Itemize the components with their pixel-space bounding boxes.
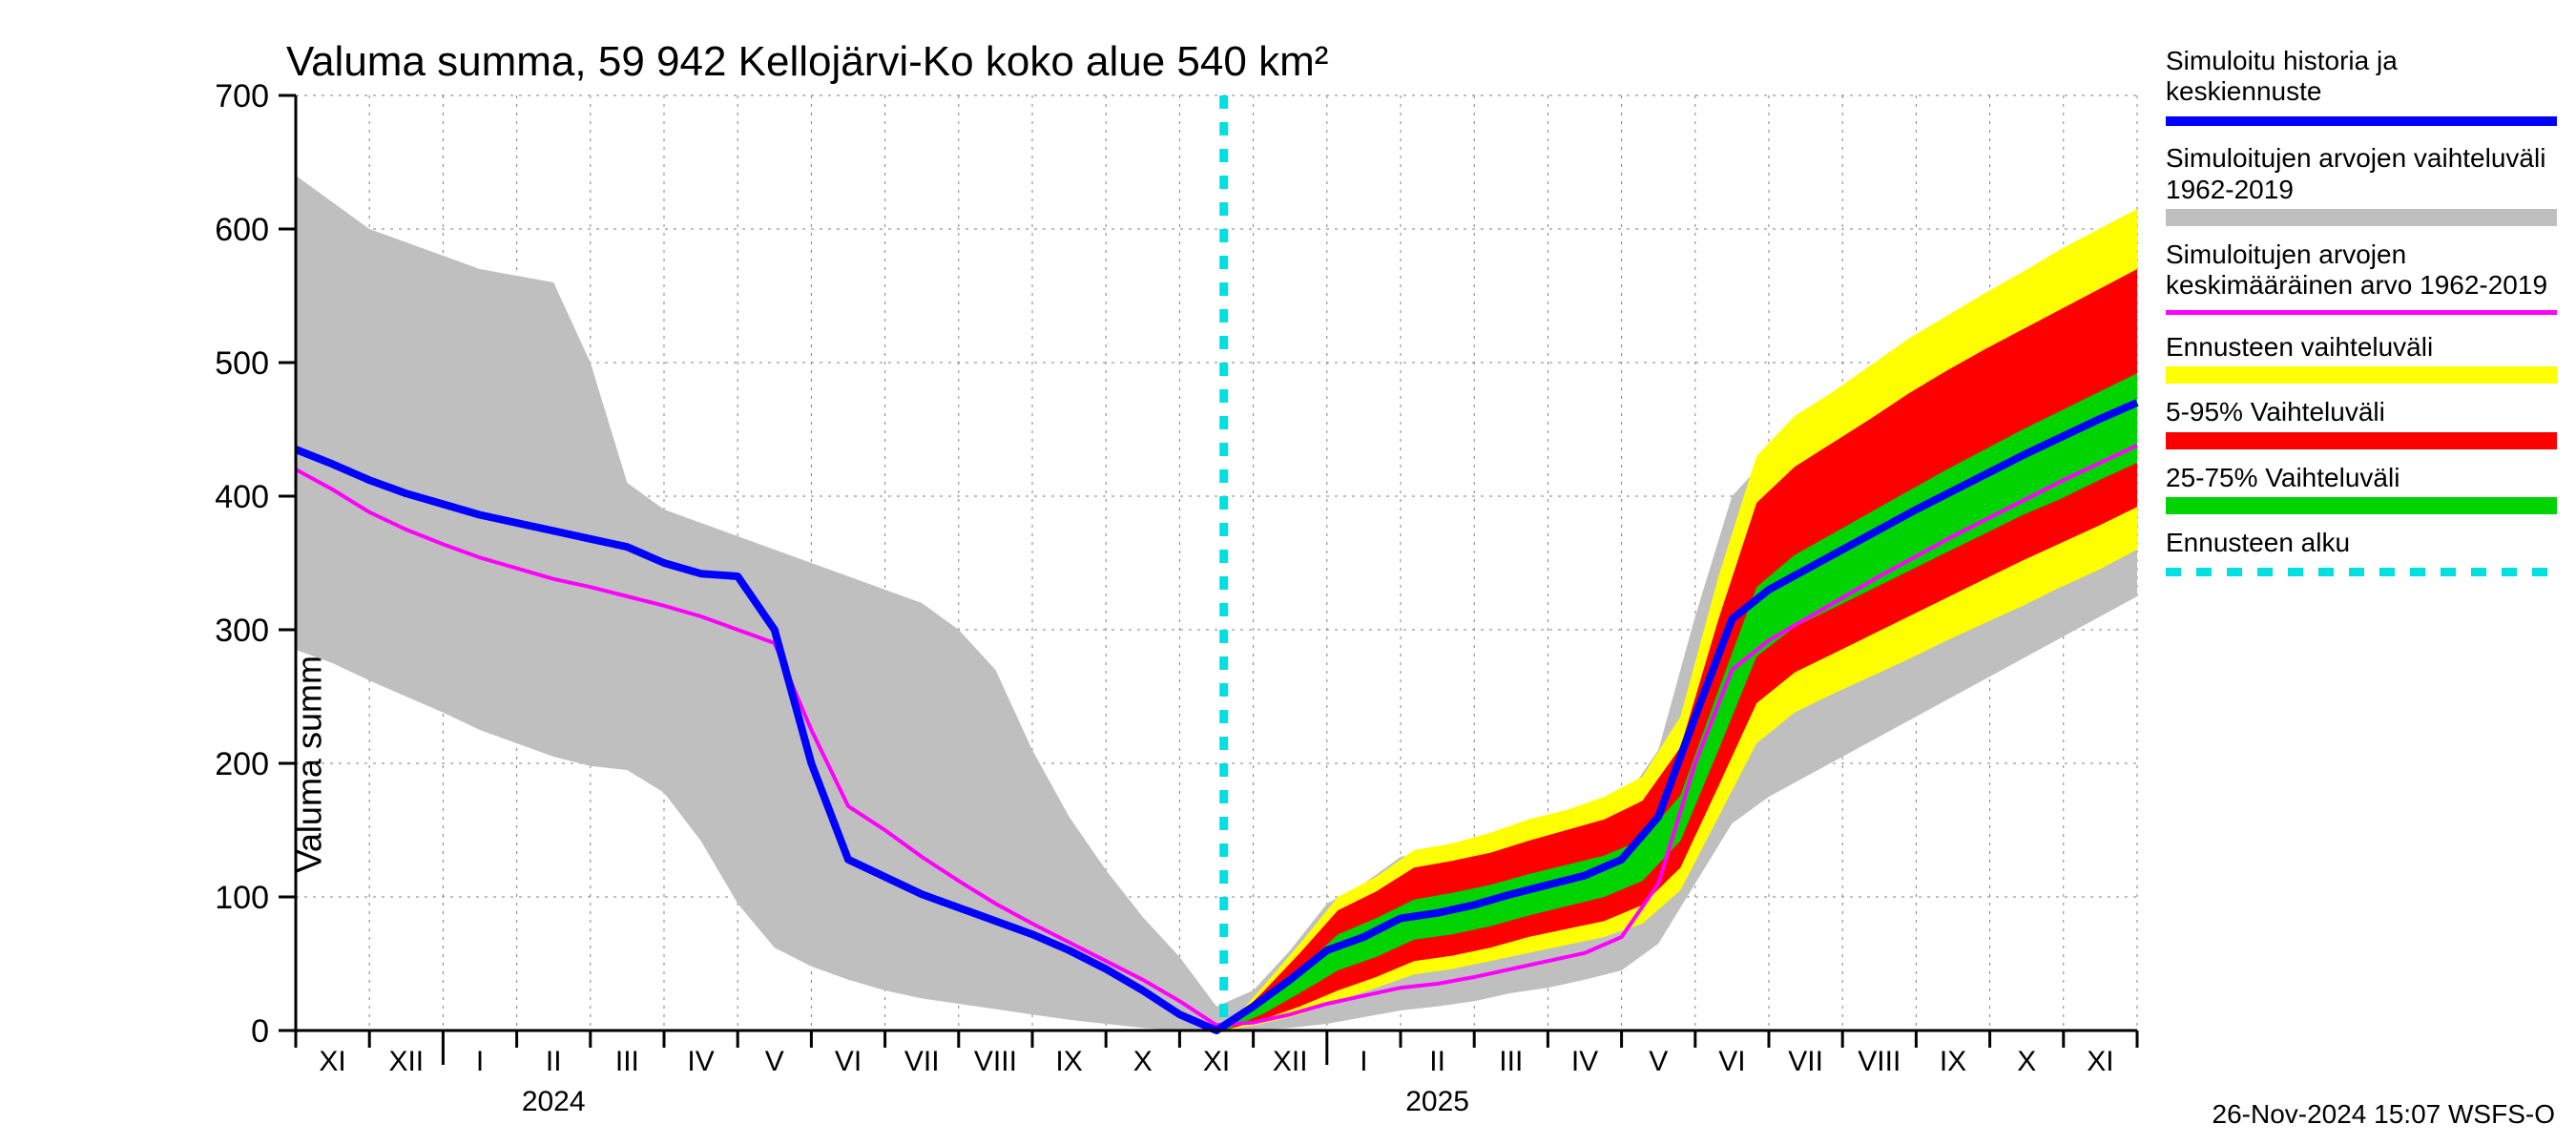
legend-item: Simuloitujen arvojen vaihteluväli 1962-2… (2166, 143, 2557, 225)
svg-text:XII: XII (1273, 1046, 1308, 1077)
legend-swatch (2166, 310, 2557, 315)
legend-item: Simuloitu historia ja keskiennuste (2166, 46, 2557, 126)
svg-text:I: I (476, 1046, 484, 1077)
svg-text:XII: XII (388, 1046, 424, 1077)
legend-label: Simuloitu historia ja keskiennuste (2166, 46, 2557, 107)
svg-text:X: X (2017, 1046, 2036, 1077)
svg-text:II: II (546, 1046, 562, 1077)
legend-swatch (2166, 497, 2557, 514)
timestamp: 26-Nov-2024 15:07 WSFS-O (2212, 1099, 2556, 1130)
svg-text:100: 100 (215, 880, 269, 916)
legend-label: 25-75% Vaihteluväli (2166, 463, 2557, 493)
svg-text:II: II (1429, 1046, 1445, 1077)
svg-text:400: 400 (215, 479, 269, 515)
legend-swatch (2166, 116, 2557, 126)
legend: Simuloitu historia ja keskiennuste Simulo… (2166, 46, 2557, 593)
svg-text:XI: XI (2087, 1046, 2113, 1077)
svg-text:III: III (1499, 1046, 1523, 1077)
svg-text:200: 200 (215, 746, 269, 782)
legend-swatch (2166, 432, 2557, 449)
svg-text:XI: XI (1203, 1046, 1230, 1077)
legend-label: 5-95% Vaihteluväli (2166, 397, 2557, 427)
legend-swatch (2166, 366, 2557, 384)
svg-text:III: III (615, 1046, 639, 1077)
legend-item: 25-75% Vaihteluväli (2166, 463, 2557, 514)
legend-item: 5-95% Vaihteluväli (2166, 397, 2557, 448)
legend-label: Simuloitujen arvojen vaihteluväli 1962-2… (2166, 143, 2557, 204)
svg-text:700: 700 (215, 78, 269, 114)
legend-item: Simuloitujen arvojen keskimääräinen arvo… (2166, 239, 2557, 315)
svg-text:V: V (765, 1046, 784, 1077)
svg-text:VIII: VIII (974, 1046, 1017, 1077)
svg-text:IV: IV (687, 1046, 714, 1077)
legend-label: Simuloitujen arvojen keskimääräinen arvo… (2166, 239, 2557, 301)
svg-text:VII: VII (1788, 1046, 1823, 1077)
svg-text:IV: IV (1571, 1046, 1598, 1077)
svg-text:500: 500 (215, 345, 269, 382)
svg-text:VIII: VIII (1858, 1046, 1901, 1077)
legend-item: Ennusteen vaihteluväli (2166, 332, 2557, 384)
svg-text:2024: 2024 (522, 1086, 586, 1117)
svg-text:VI: VI (835, 1046, 862, 1077)
svg-text:XI: XI (319, 1046, 345, 1077)
legend-label: Ennusteen vaihteluväli (2166, 332, 2557, 363)
svg-text:IX: IX (1940, 1046, 1966, 1077)
svg-text:V: V (1649, 1046, 1668, 1077)
svg-text:X: X (1133, 1046, 1153, 1077)
svg-text:IX: IX (1055, 1046, 1082, 1077)
svg-text:VI: VI (1718, 1046, 1745, 1077)
legend-swatch (2166, 568, 2557, 576)
legend-swatch (2166, 209, 2557, 226)
legend-label: Ennusteen alku (2166, 528, 2557, 558)
svg-text:2025: 2025 (1405, 1086, 1469, 1117)
svg-text:0: 0 (251, 1013, 269, 1050)
svg-text:300: 300 (215, 613, 269, 649)
svg-text:VII: VII (904, 1046, 940, 1077)
svg-text:600: 600 (215, 212, 269, 248)
legend-item: Ennusteen alku (2166, 528, 2557, 576)
svg-text:I: I (1360, 1046, 1367, 1077)
